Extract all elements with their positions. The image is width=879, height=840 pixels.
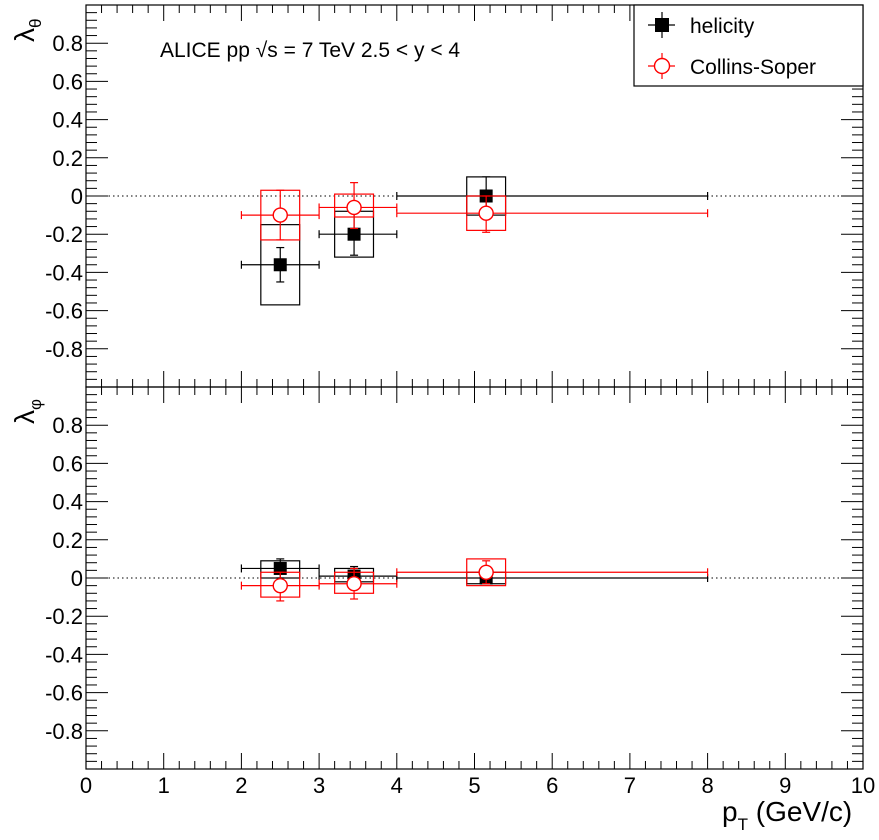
bottom-y-tick-label: -0.4 <box>45 642 83 667</box>
x-tick-label: 1 <box>158 773 170 798</box>
bottom-collins-soper-data-point <box>272 577 288 594</box>
bottom-y-tick-label: 0.8 <box>52 413 83 438</box>
annotation-sqrt: √ <box>256 39 268 62</box>
top-y-tick-label: 0.4 <box>52 108 83 133</box>
x-axis-title: pT (GeV/c) <box>722 796 852 834</box>
bottom-y-tick-label: -0.8 <box>45 719 83 744</box>
top-y-axis-subscript: θ <box>26 19 45 28</box>
lambda-phi-panel: 0.8 0.6 0.4 0.2 0 -0.2 -0.4 -0.6 -0.8 0 1 2 3 4 5 6 7 8 9 1… <box>9 386 875 834</box>
legend: helicity Collins-Soper <box>633 4 864 87</box>
top-y-axis-lambda: λ <box>9 28 40 42</box>
top-axis-ticks: 0.8 0.6 0.4 0.2 0 -0.2 -0.4 -0.6 -0.8 <box>45 4 864 388</box>
x-tick-label: 0 <box>80 773 92 798</box>
top-helicity-data-point <box>273 258 287 272</box>
bottom-data-layer <box>240 558 709 602</box>
legend-label-helicity: helicity <box>690 15 755 38</box>
top-y-tick-label: 0.2 <box>52 146 83 171</box>
bottom-y-tick-label: -0.2 <box>45 604 83 629</box>
x-axis-subscript: T <box>738 815 748 834</box>
bottom-y-axis-symbol: λφ <box>9 399 45 424</box>
experiment-annotation: ALICE pp √s = 7 TeV 2.5 < y < 4 <box>160 39 460 62</box>
annotation-prefix: ALICE pp <box>160 39 256 62</box>
legend-label-collins-soper: Collins-Soper <box>690 56 816 79</box>
x-tick-label: 6 <box>546 773 558 798</box>
top-y-tick-label: -0.4 <box>45 260 83 285</box>
annotation-rest: s = 7 TeV 2.5 < y < 4 <box>267 39 460 62</box>
top-collins-soper-data-point <box>478 205 494 221</box>
x-tick-label: 10 <box>851 773 875 798</box>
bottom-collins-soper-data-point <box>346 576 362 592</box>
bottom-axis-ticks: 0.8 0.6 0.4 0.2 0 -0.2 -0.4 -0.6 -0.8 0 1 2 3 4 5 6 7 8 9 1… <box>45 386 875 798</box>
bottom-y-tick-label: 0 <box>71 566 83 591</box>
bottom-y-tick-label: -0.6 <box>45 681 83 706</box>
x-axis-symbol: p <box>722 796 738 827</box>
bottom-y-tick-label: 0.4 <box>52 490 83 515</box>
bottom-collins-soper-data-point <box>478 564 494 580</box>
lambda-theta-panel: 0.8 0.6 0.4 0.2 0 -0.2 -0.4 -0.6 -0.8 λθ ALICE p… <box>9 4 864 388</box>
x-tick-label: 2 <box>235 773 247 798</box>
bottom-y-axis-lambda: λ <box>9 410 40 424</box>
top-y-axis-symbol: λθ <box>9 19 45 42</box>
legend-marker-collins-soper <box>648 53 675 79</box>
bottom-y-tick-label: 0.6 <box>52 451 83 476</box>
top-helicity-data-point <box>347 227 361 241</box>
top-collins-soper-data-point <box>346 199 362 216</box>
top-y-tick-label: 0.8 <box>52 31 83 56</box>
x-tick-label: 9 <box>779 773 791 798</box>
top-y-tick-label: 0.6 <box>52 69 83 94</box>
top-y-tick-label: -0.2 <box>45 222 83 247</box>
top-y-tick-label: -0.8 <box>45 337 83 362</box>
top-data-layer <box>240 176 709 306</box>
x-tick-label: 4 <box>391 773 403 798</box>
bottom-y-tick-label: 0.2 <box>52 528 83 553</box>
legend-marker-helicity <box>648 12 675 38</box>
top-y-tick-label: 0 <box>71 184 83 209</box>
top-y-tick-label: -0.6 <box>45 299 83 324</box>
x-tick-label: 8 <box>701 773 713 798</box>
x-tick-label: 3 <box>313 773 325 798</box>
top-collins-soper-data-point <box>272 207 288 223</box>
legend-box <box>633 4 864 87</box>
x-tick-label: 7 <box>624 773 636 798</box>
x-tick-label: 5 <box>468 773 480 798</box>
bottom-y-axis-subscript: φ <box>26 399 45 410</box>
x-axis-units: (GeV/c) <box>748 796 852 827</box>
